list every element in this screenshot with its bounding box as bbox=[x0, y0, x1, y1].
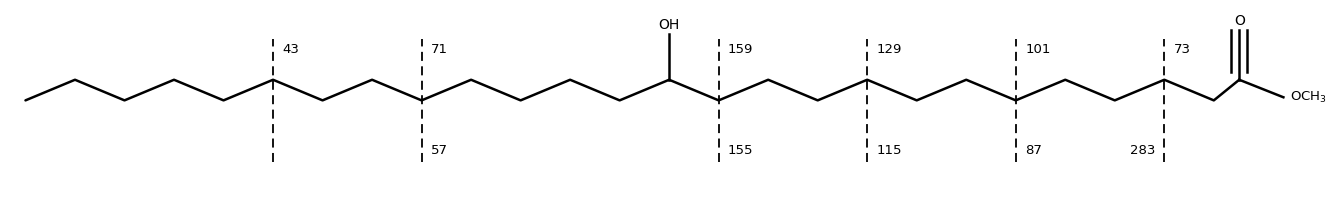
Text: 43: 43 bbox=[283, 43, 299, 56]
Text: 129: 129 bbox=[877, 43, 902, 56]
Text: 71: 71 bbox=[430, 43, 448, 56]
Text: 87: 87 bbox=[1025, 144, 1042, 157]
Text: 155: 155 bbox=[728, 144, 754, 157]
Text: 283: 283 bbox=[1129, 144, 1155, 157]
Text: OCH$_3$: OCH$_3$ bbox=[1290, 90, 1328, 105]
Text: 115: 115 bbox=[877, 144, 902, 157]
Text: 73: 73 bbox=[1173, 43, 1191, 56]
Text: 159: 159 bbox=[728, 43, 754, 56]
Text: 101: 101 bbox=[1025, 43, 1050, 56]
Text: 57: 57 bbox=[430, 144, 448, 157]
Text: O: O bbox=[1234, 14, 1244, 28]
Text: OH: OH bbox=[658, 18, 680, 32]
